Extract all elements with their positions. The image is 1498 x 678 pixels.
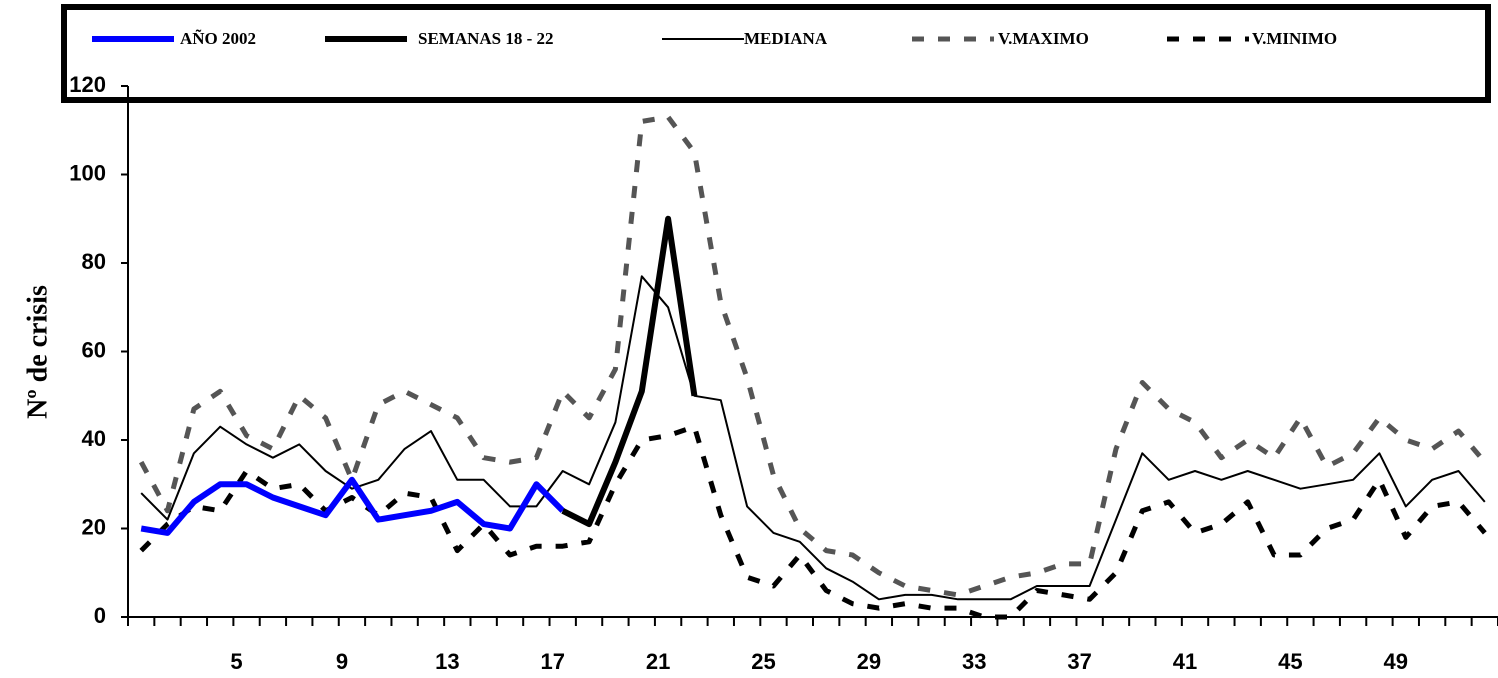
y-tick-label: 20 xyxy=(82,514,106,539)
y-axis-label: Nº de crisis xyxy=(22,285,53,419)
x-tick-label: 5 xyxy=(230,649,242,674)
x-tick-label: 17 xyxy=(540,649,564,674)
y-tick-label: 0 xyxy=(94,603,106,628)
legend-box xyxy=(61,4,1491,103)
legend-label: V.MINIMO xyxy=(1252,29,1337,48)
y-tick-label: 100 xyxy=(69,160,106,185)
series-line xyxy=(140,275,1486,601)
legend-label: SEMANAS 18 - 22 xyxy=(418,29,554,48)
legend-label: V.MAXIMO xyxy=(998,29,1089,48)
series-line xyxy=(139,424,1487,620)
x-tick-label: 41 xyxy=(1173,649,1197,674)
legend-label: MEDIANA xyxy=(744,29,828,48)
x-tick-label: 21 xyxy=(646,649,670,674)
x-tick-label: 37 xyxy=(1067,649,1091,674)
series-line xyxy=(139,114,1487,598)
x-tick-label: 25 xyxy=(751,649,775,674)
y-tick-label: 80 xyxy=(82,249,106,274)
y-tick-label: 120 xyxy=(69,72,106,97)
series-line xyxy=(140,476,565,536)
y-tick-label: 40 xyxy=(82,426,106,451)
legend-label: AÑO 2002 xyxy=(180,29,256,48)
series-line xyxy=(561,215,698,528)
x-tick-label: 9 xyxy=(336,649,348,674)
x-tick-label: 33 xyxy=(962,649,986,674)
x-tick-label: 49 xyxy=(1384,649,1408,674)
y-tick-label: 60 xyxy=(82,337,106,362)
x-tick-label: 29 xyxy=(857,649,881,674)
x-tick-label: 13 xyxy=(435,649,459,674)
x-tick-label: 45 xyxy=(1278,649,1302,674)
